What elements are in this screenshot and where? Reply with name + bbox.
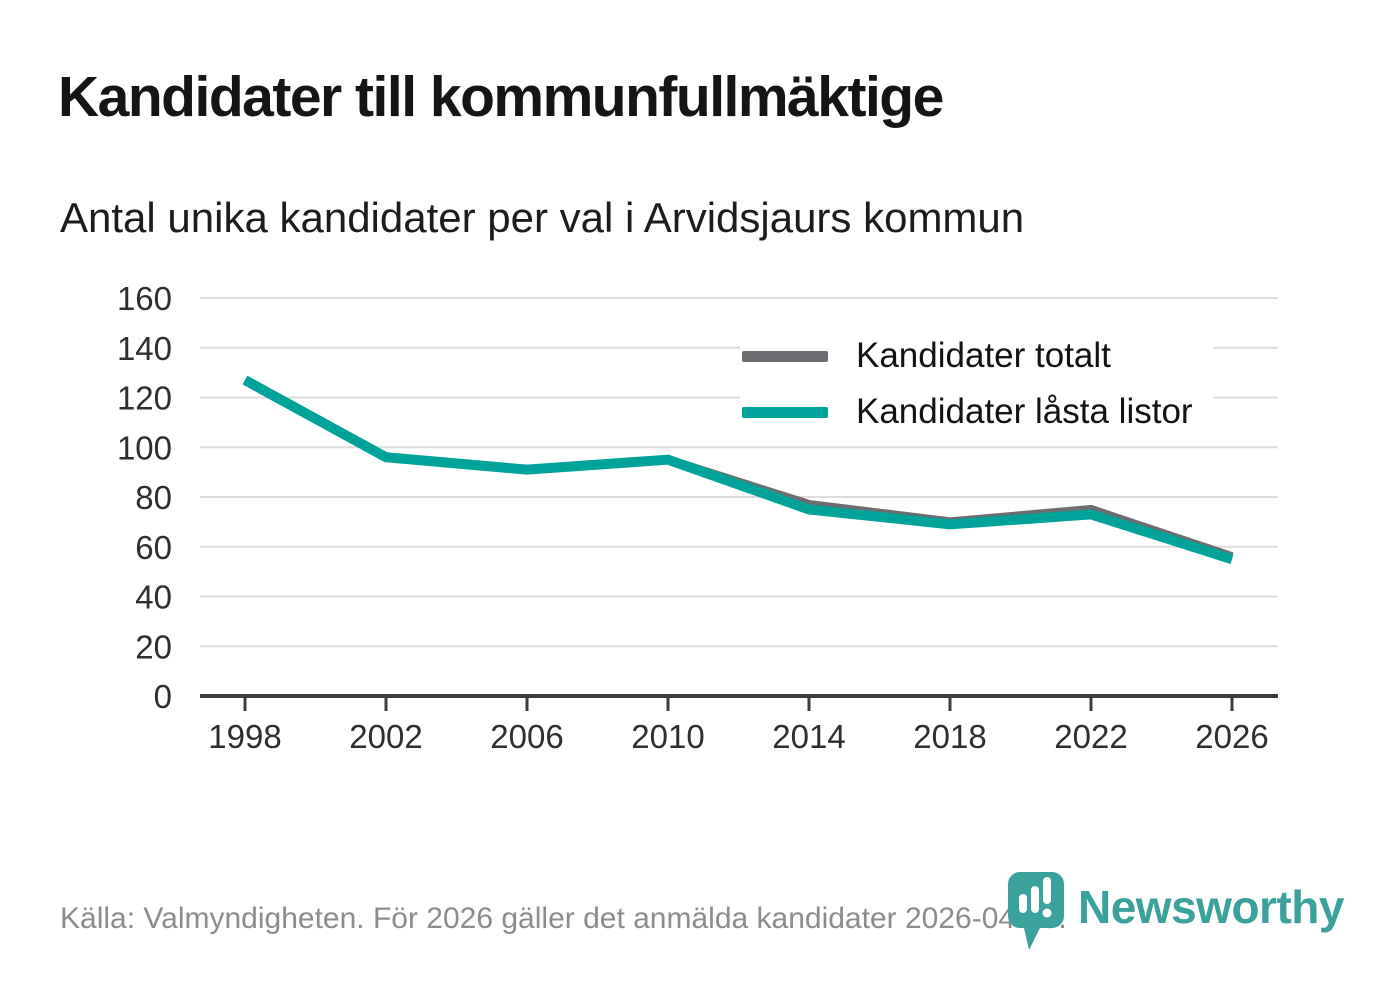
chart-subtitle: Antal unika kandidater per val i Arvidsj… bbox=[60, 194, 1025, 241]
y-tick-label: 20 bbox=[135, 628, 172, 665]
y-tick-label: 60 bbox=[135, 529, 172, 566]
x-tick-label: 2010 bbox=[631, 718, 704, 755]
chart-legend: Kandidater totalt Kandidater låsta listo… bbox=[740, 332, 1213, 437]
newsworthy-logo: Newsworthy bbox=[1006, 870, 1344, 956]
x-tick-label: 2018 bbox=[913, 718, 986, 755]
x-tick-label: 2002 bbox=[349, 718, 422, 755]
series-line-locked-lists bbox=[242, 375, 1234, 564]
y-tick-label: 120 bbox=[117, 380, 172, 417]
logo-bar-short bbox=[1019, 894, 1027, 913]
source-note: Källa: Valmyndigheten. För 2026 gäller d… bbox=[60, 902, 1067, 935]
legend-label-locked-lists: Kandidater låsta listor bbox=[856, 392, 1193, 432]
y-tick-label: 160 bbox=[117, 280, 172, 317]
logo-exclamation-dot bbox=[1042, 908, 1052, 918]
x-tick-label: 2022 bbox=[1054, 718, 1127, 755]
line-chart-plot: 0 20 40 60 80 100 120 140 160 1998 2002 2006 2010 201… bbox=[117, 280, 1278, 755]
legend-label-total: Kandidater totalt bbox=[856, 336, 1111, 375]
newsworthy-pin-icon bbox=[1008, 872, 1064, 950]
x-tick-label: 2026 bbox=[1195, 718, 1268, 755]
y-tick-label: 140 bbox=[117, 330, 172, 367]
legend-item-total: Kandidater totalt bbox=[740, 332, 1213, 381]
x-tick-label: 2006 bbox=[490, 718, 563, 755]
legend-swatch-locked-lists bbox=[742, 406, 828, 418]
newsworthy-wordmark: Newsworthy bbox=[1078, 881, 1344, 933]
y-tick-label: 0 bbox=[154, 678, 172, 715]
x-tick-label: 2014 bbox=[772, 718, 845, 755]
logo-bar-tall bbox=[1043, 877, 1051, 904]
y-tick-label: 40 bbox=[135, 579, 172, 616]
logo-bar-medium bbox=[1031, 886, 1039, 913]
legend-swatch-total bbox=[742, 350, 828, 362]
legend-item-locked-lists: Kandidater låsta listor bbox=[740, 388, 1213, 437]
y-tick-label: 100 bbox=[117, 429, 172, 466]
x-tick-label: 1998 bbox=[208, 718, 281, 755]
page-title: Kandidater till kommunfullmäktige bbox=[58, 65, 944, 129]
y-tick-label: 80 bbox=[135, 479, 172, 516]
